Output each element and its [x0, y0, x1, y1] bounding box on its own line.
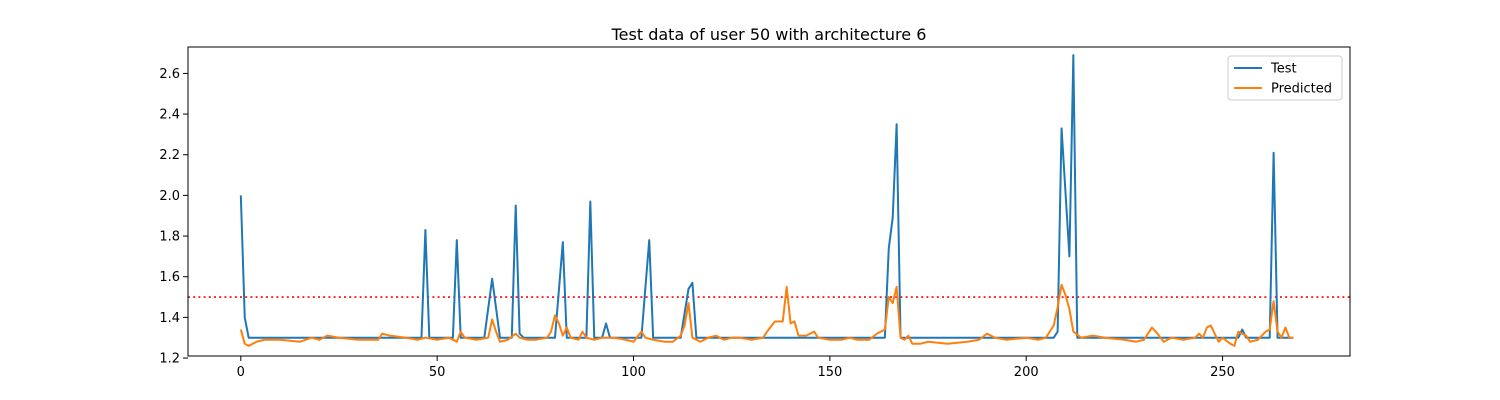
x-tick-label: 150 [817, 365, 842, 380]
y-tick-label: 2.2 [159, 148, 180, 163]
y-tick-label: 2.4 [159, 108, 180, 123]
y-tick-label: 2.6 [159, 67, 180, 82]
axes-frame [187, 46, 1351, 357]
x-tick-label: 250 [1210, 365, 1235, 380]
x-tick-label: 100 [621, 365, 646, 380]
y-tick-label: 1.8 [159, 230, 180, 245]
x-tick-label: 50 [429, 365, 446, 380]
y-tick-label: 2.0 [159, 189, 180, 204]
chart-title: Test data of user 50 with architecture 6 [611, 25, 927, 44]
x-tick-label: 0 [237, 365, 245, 380]
legend-label: Predicted [1271, 82, 1332, 97]
y-tick-label: 1.4 [159, 311, 180, 326]
y-tick-label: 1.6 [159, 270, 180, 285]
y-tick-label: 1.2 [159, 352, 180, 367]
plot-area [188, 54, 1350, 347]
series-line-predicted [239, 283, 1294, 347]
axes: 0 50 100 150 200 250 1.2 1.4 1.6 1.8 2.0 2.2 2.4 2.6 [159, 46, 1351, 380]
legend-label: Test [1270, 62, 1297, 77]
x-tick-label: 200 [1014, 365, 1039, 380]
legend: Test Predicted [1227, 55, 1343, 101]
